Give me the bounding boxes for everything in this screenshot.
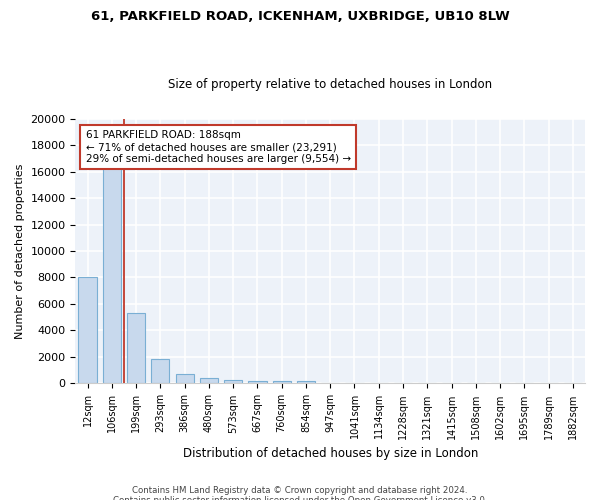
Text: Contains public sector information licensed under the Open Government Licence v3: Contains public sector information licen… — [113, 496, 487, 500]
Bar — [151, 359, 169, 384]
X-axis label: Distribution of detached houses by size in London: Distribution of detached houses by size … — [182, 447, 478, 460]
Text: 61 PARKFIELD ROAD: 188sqm
← 71% of detached houses are smaller (23,291)
29% of s: 61 PARKFIELD ROAD: 188sqm ← 71% of detac… — [86, 130, 351, 164]
Bar — [176, 374, 194, 384]
Bar — [272, 381, 291, 384]
Text: Contains HM Land Registry data © Crown copyright and database right 2024.: Contains HM Land Registry data © Crown c… — [132, 486, 468, 495]
Title: Size of property relative to detached houses in London: Size of property relative to detached ho… — [168, 78, 492, 91]
Bar — [297, 381, 315, 384]
Bar — [127, 313, 145, 384]
Bar — [200, 378, 218, 384]
Bar — [224, 380, 242, 384]
Bar — [103, 165, 121, 384]
Y-axis label: Number of detached properties: Number of detached properties — [15, 164, 25, 338]
Text: 61, PARKFIELD ROAD, ICKENHAM, UXBRIDGE, UB10 8LW: 61, PARKFIELD ROAD, ICKENHAM, UXBRIDGE, … — [91, 10, 509, 23]
Bar — [248, 380, 266, 384]
Bar — [79, 278, 97, 384]
